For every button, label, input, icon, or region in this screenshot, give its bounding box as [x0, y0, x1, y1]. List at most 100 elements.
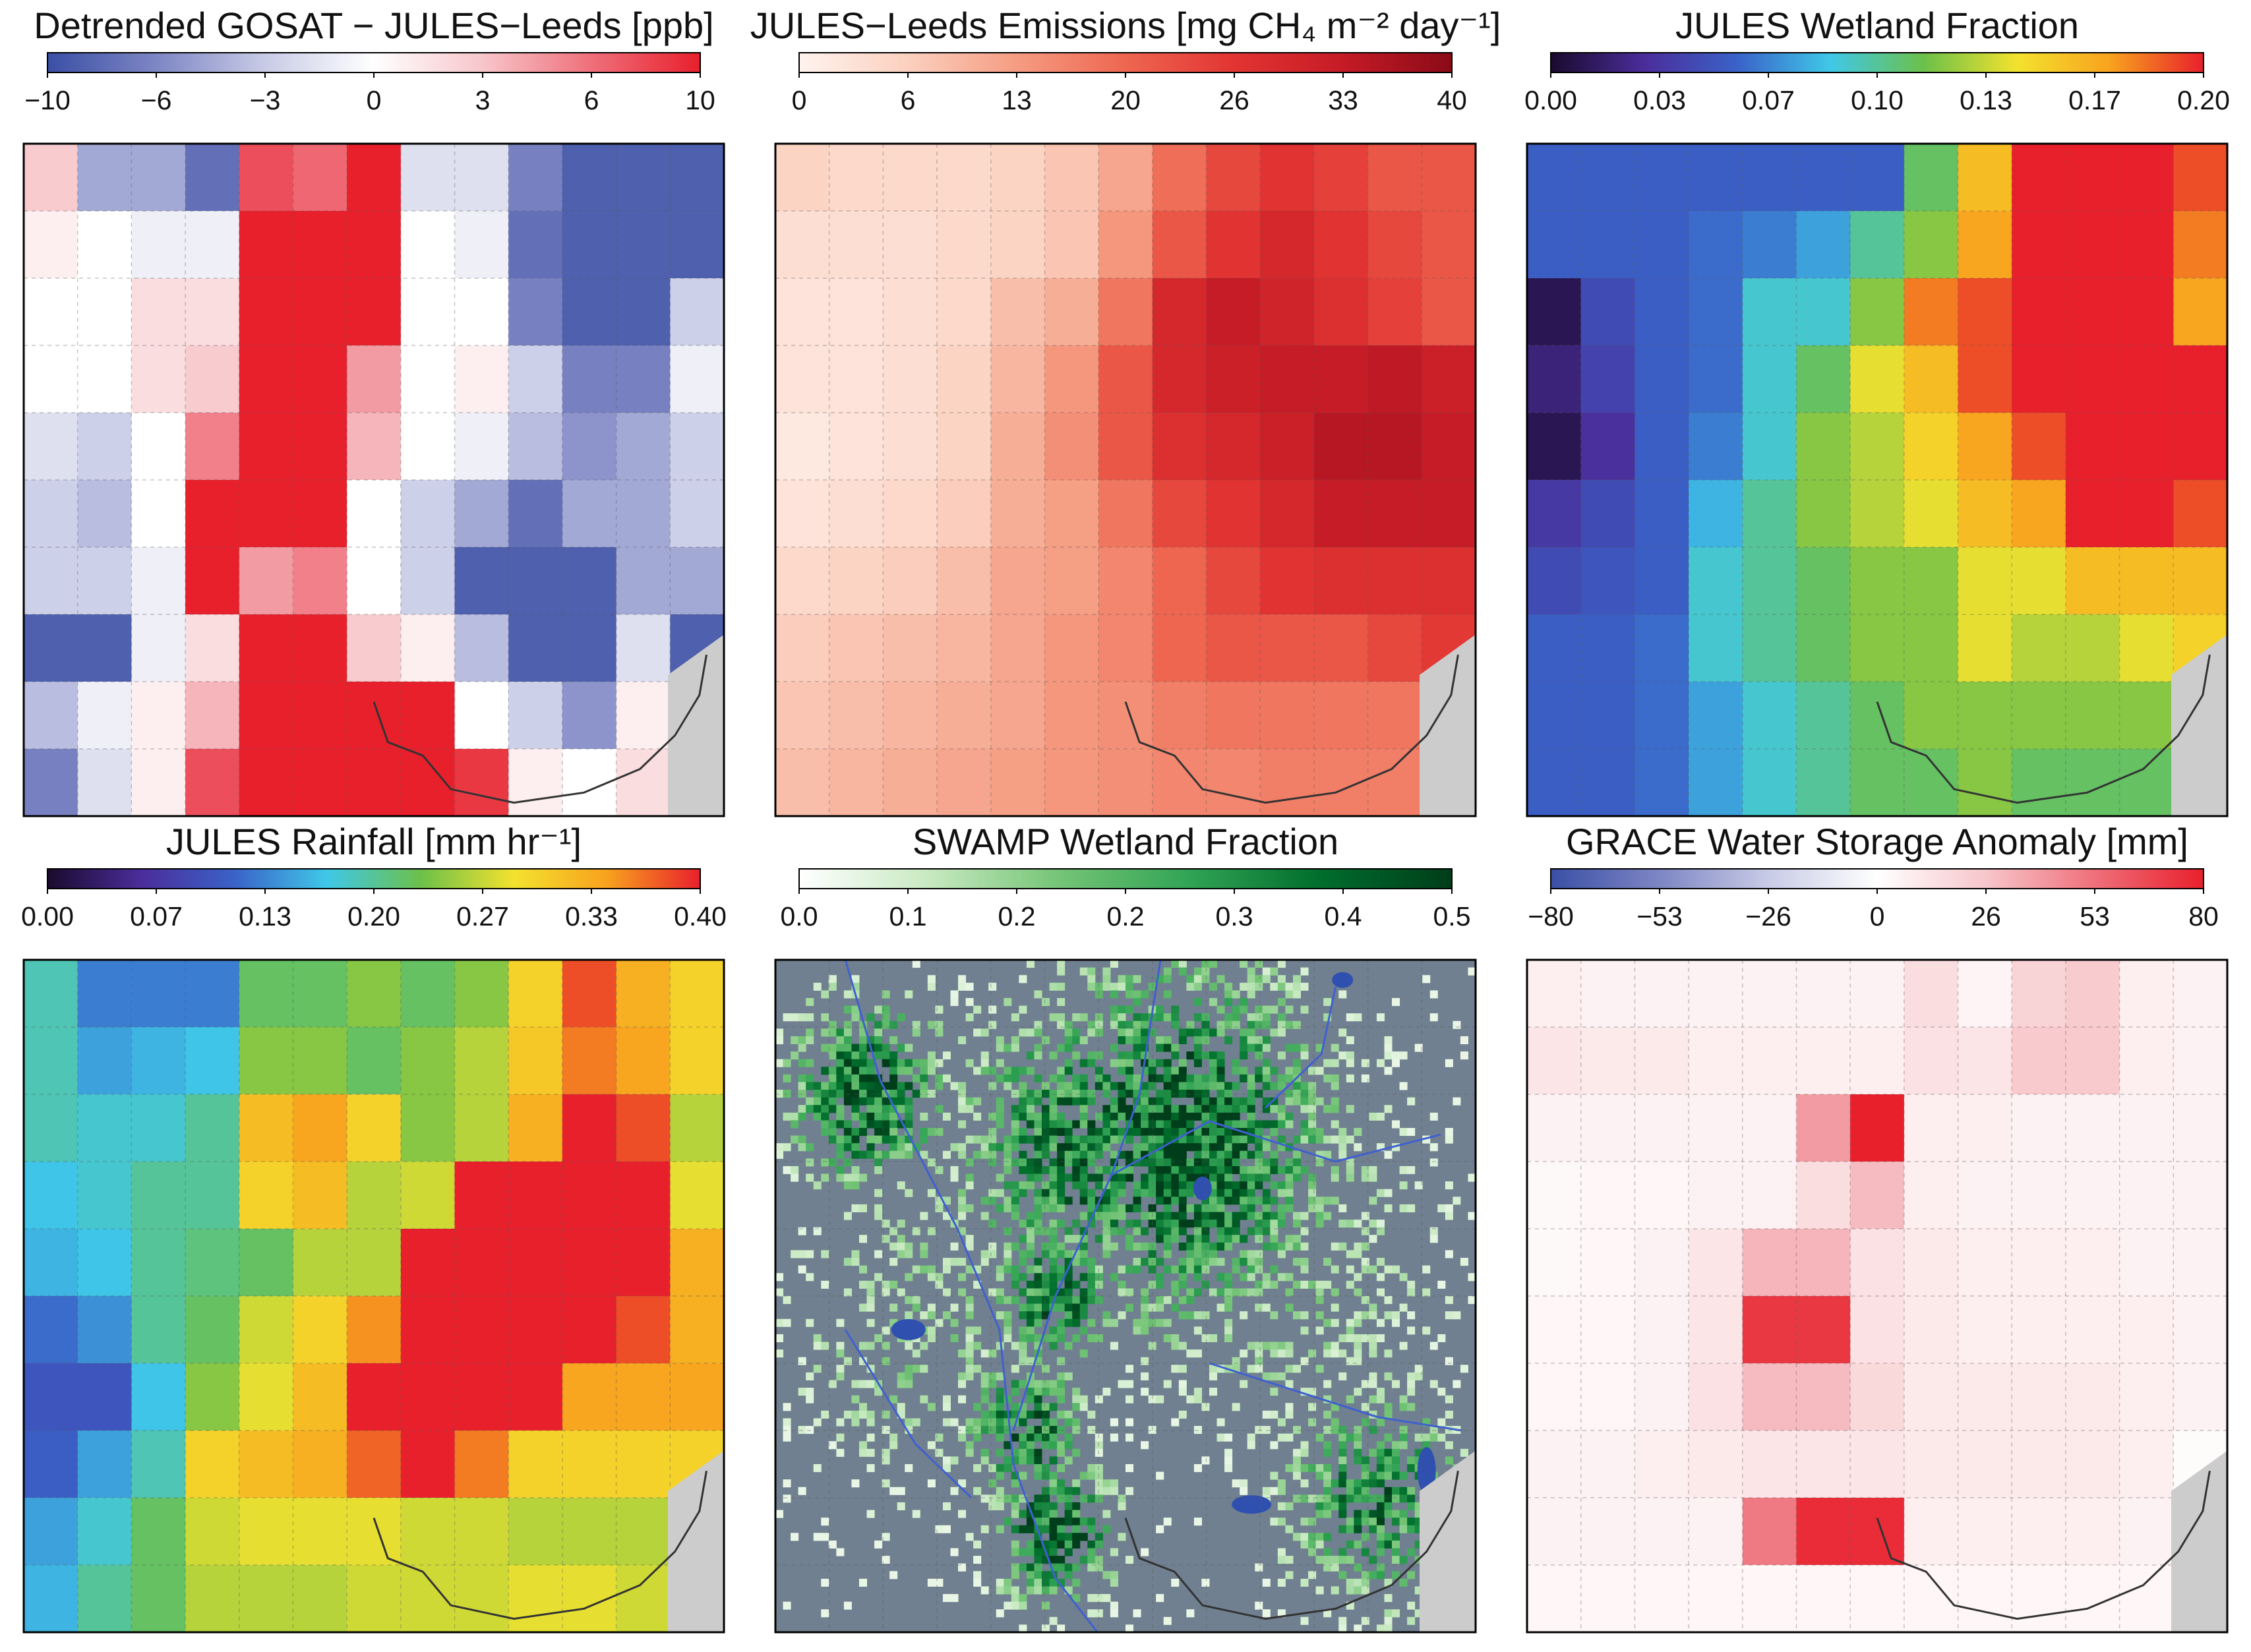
- heatmap-cell: [131, 1296, 186, 1364]
- wetland-pixel: [1338, 990, 1347, 999]
- wetland-pixel: [1429, 1380, 1438, 1388]
- wetland-pixel: [1049, 1334, 1058, 1343]
- wetland-pixel: [882, 1533, 890, 1541]
- wetland-pixel: [1392, 1311, 1400, 1320]
- wetland-pixel: [1072, 1525, 1081, 1533]
- wetland-pixel: [1384, 1403, 1393, 1411]
- wetland-pixel: [1300, 1326, 1309, 1335]
- wetland-pixel: [1148, 1204, 1156, 1212]
- wetland-pixel: [1148, 1158, 1156, 1167]
- wetland-pixel: [897, 1372, 905, 1380]
- heatmap-cell: [2012, 1229, 2066, 1297]
- wetland-pixel: [1049, 1074, 1058, 1082]
- wetland-pixel: [1255, 1173, 1263, 1182]
- wetland-pixel: [1034, 1395, 1042, 1403]
- heatmap-cell: [185, 749, 240, 817]
- wetland-pixel: [1110, 1212, 1118, 1220]
- heatmap-cell: [131, 1431, 186, 1498]
- wetland-pixel: [996, 1487, 1004, 1495]
- heatmap-cell: [77, 960, 132, 1028]
- wetland-pixel: [1369, 1265, 1377, 1274]
- wetland-pixel: [1323, 1533, 1332, 1541]
- wetland-pixel: [866, 1074, 875, 1082]
- wetland-pixel: [1255, 1074, 1263, 1082]
- wetland-pixel: [1346, 1556, 1354, 1564]
- wetland-pixel: [1011, 1502, 1019, 1511]
- wetland-pixel: [1133, 1051, 1141, 1060]
- wetland-pixel: [1049, 1128, 1058, 1136]
- wetland-pixel: [1156, 1471, 1164, 1480]
- wetland-pixel: [920, 1059, 928, 1067]
- heatmap-cell: [1044, 614, 1099, 682]
- wetland-pixel: [1004, 997, 1012, 1007]
- ocean-area: [2171, 1450, 2227, 1632]
- wetland-pixel: [1193, 1388, 1202, 1396]
- wetland-pixel: [1193, 1097, 1202, 1106]
- wetland-pixel: [1331, 1318, 1339, 1327]
- colorbar-tick-label: 0.13: [239, 901, 291, 931]
- heatmap-cell: [131, 345, 186, 413]
- wetland-pixel: [1163, 1074, 1172, 1082]
- wetland-pixel: [1277, 997, 1286, 1007]
- wetland-pixel: [1201, 1212, 1210, 1220]
- heatmap-cell: [1850, 144, 1905, 212]
- wetland-pixel: [1072, 1403, 1081, 1411]
- wetland-pixel: [1346, 1265, 1354, 1274]
- heatmap-cell: [24, 1296, 78, 1364]
- heatmap-cell: [1958, 211, 2012, 279]
- wetland-pixel: [1186, 982, 1195, 991]
- wetland-pixel: [1445, 1441, 1453, 1450]
- heatmap-cell: [1422, 278, 1476, 346]
- heatmap-cell: [77, 413, 132, 481]
- wetland-pixel: [1163, 990, 1172, 999]
- wetland-pixel: [1369, 1571, 1377, 1579]
- wetland-pixel: [1262, 1074, 1271, 1082]
- wetland-pixel: [1079, 1533, 1088, 1541]
- heatmap-cell: [1904, 144, 1959, 212]
- heatmap-cell: [1527, 749, 1582, 817]
- wetland-pixel: [1323, 1609, 1332, 1618]
- colorbar-tick-label: 6: [584, 85, 599, 115]
- wetland-pixel: [1369, 1525, 1377, 1533]
- heatmap-cell: [185, 211, 240, 279]
- wetland-pixel: [1110, 990, 1118, 999]
- wetland-pixel: [1171, 1334, 1180, 1343]
- wetland-pixel: [1407, 1326, 1416, 1335]
- wetland-pixel: [1178, 1380, 1187, 1388]
- wetland-pixel: [1148, 1242, 1156, 1251]
- wetland-pixel: [1087, 1028, 1096, 1037]
- wetland-pixel: [1095, 1448, 1103, 1457]
- wetland-pixel: [1102, 1105, 1111, 1113]
- wetland-pixel: [1042, 1510, 1050, 1518]
- wetland-pixel: [828, 1158, 837, 1167]
- wetland-pixel: [1004, 1601, 1012, 1610]
- heatmap-cell: [185, 1296, 240, 1364]
- wetland-pixel: [912, 1059, 920, 1067]
- plot-frame: [1526, 959, 2229, 1634]
- wetland-pixel: [935, 1280, 944, 1289]
- wetland-pixel: [1346, 1586, 1354, 1595]
- wetland-pixel: [821, 1013, 829, 1022]
- wetland-pixel: [882, 1135, 890, 1144]
- wetland-pixel: [1292, 1426, 1301, 1434]
- wetland-pixel: [775, 1334, 784, 1343]
- heatmap-cell: [937, 345, 992, 413]
- wetland-pixel: [889, 1135, 898, 1144]
- wetland-pixel: [1262, 1143, 1271, 1152]
- wetland-pixel: [1422, 975, 1431, 984]
- heatmap-cell: [2065, 1162, 2120, 1229]
- heatmap-cell: [616, 960, 671, 1028]
- wetland-pixel: [1163, 1120, 1172, 1129]
- wetland-pixel: [958, 1143, 967, 1152]
- heatmap-cell: [1527, 480, 1582, 548]
- wetland-pixel: [1110, 1128, 1118, 1136]
- wetland-pixel: [1285, 1556, 1294, 1564]
- wetland-pixel: [1079, 1403, 1088, 1411]
- wetland-pixel: [1064, 1303, 1073, 1312]
- wetland-pixel: [1384, 1067, 1393, 1075]
- wetland-pixel: [882, 1220, 890, 1228]
- wetland-pixel: [1331, 1044, 1339, 1052]
- wetland-pixel: [1011, 1112, 1019, 1121]
- wetland-pixel: [1102, 1196, 1111, 1205]
- wetland-pixel: [1163, 1059, 1172, 1067]
